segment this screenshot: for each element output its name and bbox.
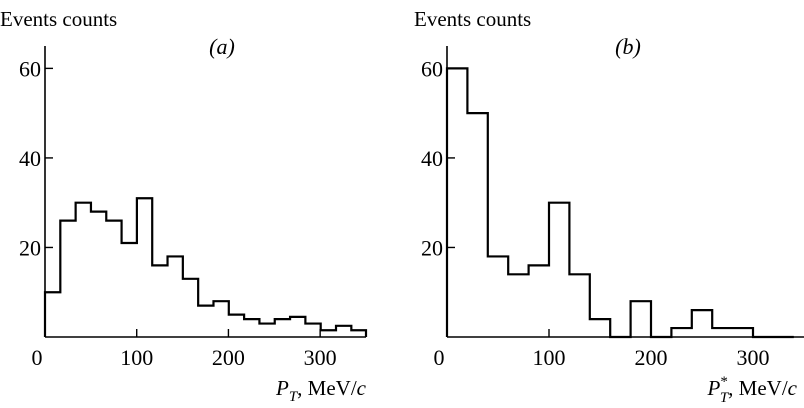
- histogram-bin: [91, 212, 106, 337]
- histogram-bin: [60, 221, 75, 337]
- panel-label: (a): [209, 34, 235, 59]
- x-tick-label-100: 100: [533, 345, 566, 370]
- panel-a: Events counts (a) 20 40 60 0 100 200 300 PT, MeV/…: [0, 7, 368, 405]
- histogram-bin: [467, 113, 487, 337]
- y-tick-label-40: 40: [19, 146, 41, 171]
- x-tick-label-300: 300: [737, 345, 770, 370]
- histogram-bin: [213, 301, 228, 337]
- histogram-outline: [43, 197, 368, 337]
- histogram-bin: [45, 292, 60, 337]
- histogram-bin: [183, 279, 198, 337]
- y-tick-label-20: 20: [19, 235, 41, 260]
- histogram-bin: [275, 319, 290, 337]
- histogram-bin: [590, 319, 610, 337]
- histogram-bin: [305, 324, 320, 337]
- histogram-bin: [259, 324, 274, 337]
- y-tick-label-20: 20: [421, 235, 443, 260]
- panel-b: Events counts (b) 20 40 60 0 100 200 300 P* T, MeV…: [414, 7, 804, 406]
- histogram-bin: [488, 256, 508, 337]
- panel-label: (b): [615, 34, 641, 59]
- x-tick-label-0: 0: [32, 345, 43, 370]
- histogram-bin: [229, 315, 244, 337]
- histogram-bin: [122, 243, 137, 337]
- histogram-bin: [508, 274, 528, 337]
- y-tick-label-60: 60: [19, 56, 41, 81]
- x-tick-label-300: 300: [304, 345, 337, 370]
- histogram-bin: [712, 328, 732, 337]
- y-tick-label-60: 60: [421, 56, 443, 81]
- x-tick-label-100: 100: [120, 345, 153, 370]
- histogram-bin: [198, 306, 213, 337]
- histogram-bin: [244, 319, 259, 337]
- x-tick-label-0: 0: [434, 345, 445, 370]
- histogram-bin: [733, 328, 753, 337]
- histogram-bin: [106, 221, 121, 337]
- histogram-outline: [445, 67, 794, 339]
- x-axis-label: PT, MeV/c: [275, 376, 367, 405]
- histogram-bin: [336, 326, 351, 337]
- y-axis-label: Events counts: [414, 7, 531, 31]
- histogram-bin: [692, 310, 712, 337]
- x-axis-label: P* T, MeV/c: [707, 374, 798, 406]
- histogram-bin: [671, 328, 691, 337]
- y-axis-label: Events counts: [0, 7, 117, 31]
- histogram-bin: [152, 265, 167, 337]
- histogram-bin: [549, 203, 569, 337]
- x-tick-label-200: 200: [635, 345, 668, 370]
- x-tick-label-200: 200: [212, 345, 245, 370]
- histogram-bin: [168, 256, 183, 337]
- histogram-bin: [76, 203, 91, 337]
- histogram-bin: [137, 198, 152, 337]
- histogram-bin: [631, 301, 651, 337]
- histogram-bin: [447, 68, 467, 337]
- histogram-bin: [529, 265, 549, 337]
- histogram-bin: [290, 317, 305, 337]
- y-tick-label-40: 40: [421, 146, 443, 171]
- histogram-bin: [569, 274, 589, 337]
